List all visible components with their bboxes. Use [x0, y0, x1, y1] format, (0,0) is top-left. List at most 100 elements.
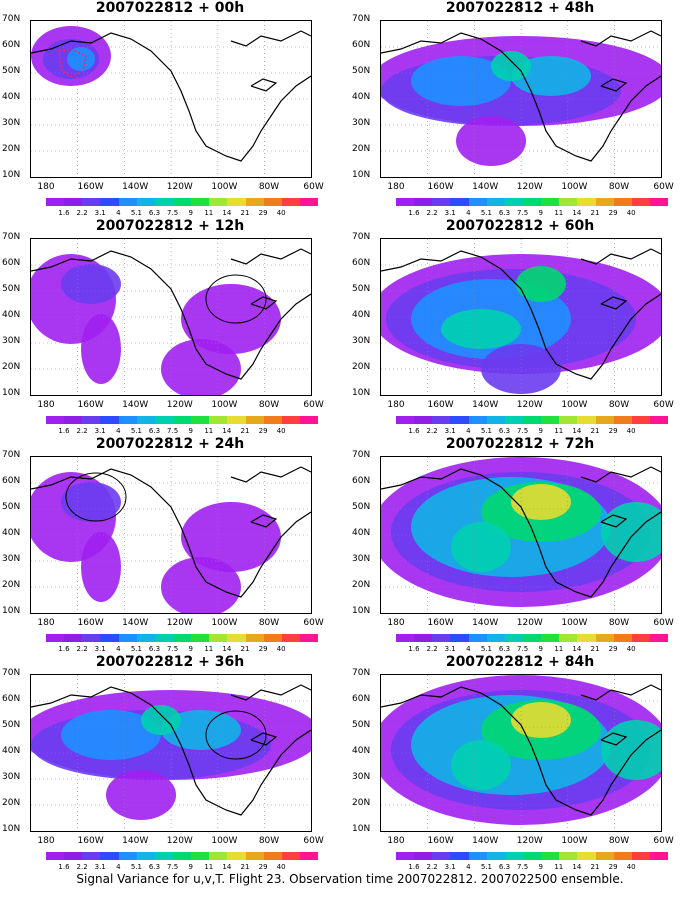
- colorbar-swatch: [154, 416, 173, 424]
- colorbar-swatch: [631, 416, 650, 424]
- map-panel: 2007022812 + 12h 70N 60N 50N 40N 30N 20N 10N 180…: [0, 218, 340, 438]
- colorbar-swatch: [559, 852, 578, 860]
- colorbar-label: 21: [240, 209, 250, 217]
- colorbar-swatch: [64, 416, 83, 424]
- lon-label: 100W: [211, 400, 238, 410]
- colorbar-swatch: [649, 416, 669, 424]
- colorbar-label: 1.6: [58, 427, 70, 435]
- colorbar-swatch: [541, 634, 560, 642]
- colorbar-swatch: [396, 416, 415, 424]
- lat-label: 50N: [352, 720, 371, 730]
- coastline: [600, 732, 628, 746]
- lon-label: 60W: [303, 400, 324, 410]
- variance-contour: [511, 484, 571, 520]
- colorbar-label: 21: [590, 645, 600, 653]
- lat-label: 10N: [352, 824, 371, 834]
- colorbar-label: 9: [538, 427, 543, 435]
- colorbar-swatch: [82, 852, 101, 860]
- colorbar-swatch: [577, 634, 596, 642]
- colorbar-swatch: [100, 416, 119, 424]
- colorbar-label: 5.1: [480, 863, 492, 871]
- variance-contour: [511, 702, 571, 738]
- coastline: [230, 466, 311, 483]
- colorbar-label: 29: [608, 427, 618, 435]
- colorbar-label: 11: [554, 863, 564, 871]
- colorbar-swatch: [486, 634, 505, 642]
- lat-label: 10N: [2, 388, 21, 398]
- coastline: [580, 30, 661, 47]
- lat-label: 40N: [352, 310, 371, 320]
- lon-label: 160W: [427, 836, 454, 846]
- colorbar-label: 9: [188, 427, 193, 435]
- colorbar-swatch: [299, 634, 319, 642]
- lat-label: 30N: [2, 772, 21, 782]
- colorbar-label: 29: [608, 209, 618, 217]
- colorbar-label: 4: [116, 645, 121, 653]
- colorbar-swatch: [154, 198, 173, 206]
- lat-label: 70N: [352, 14, 371, 24]
- colorbar-swatch: [468, 416, 487, 424]
- lon-label: 100W: [561, 182, 588, 192]
- colorbar-label: 29: [258, 209, 268, 217]
- lon-label: 180: [387, 182, 405, 192]
- contour-map-svg: [31, 457, 311, 613]
- lon-label: 80W: [258, 400, 280, 410]
- colorbar-label: 21: [590, 427, 600, 435]
- lat-label: 50N: [2, 284, 21, 294]
- panel-title: 2007022812 + 48h: [445, 0, 595, 16]
- colorbar-swatch: [191, 852, 210, 860]
- lat-label: 10N: [2, 824, 21, 834]
- coastline: [31, 32, 311, 162]
- colorbar-label: 4: [116, 427, 121, 435]
- lat-label: 10N: [352, 606, 371, 616]
- colorbar-label: 7.5: [517, 645, 529, 653]
- variance-contour: [441, 309, 521, 349]
- figure-caption: Signal Variance for u,v,T. Flight 23. Ob…: [76, 872, 624, 886]
- colorbar-label: 11: [204, 209, 214, 217]
- lat-label: 10N: [2, 606, 21, 616]
- lat-label: 60N: [2, 476, 21, 486]
- colorbar-swatch: [595, 852, 614, 860]
- coastline: [31, 686, 311, 816]
- colorbar: [396, 198, 669, 206]
- colorbar-label: 3.1: [94, 645, 106, 653]
- colorbar-swatch: [299, 852, 319, 860]
- colorbar-label: 29: [258, 645, 268, 653]
- lon-label: 100W: [561, 400, 588, 410]
- lat-label: 50N: [2, 720, 21, 730]
- colorbar-label: 11: [204, 645, 214, 653]
- map-area: [380, 456, 662, 614]
- colorbar-label: 4: [466, 427, 471, 435]
- colorbar-label: 2.2: [76, 863, 88, 871]
- colorbar-label: 7.5: [167, 863, 179, 871]
- colorbar-label: 14: [572, 645, 582, 653]
- lon-label: 160W: [77, 836, 104, 846]
- colorbar-label: 7.5: [517, 863, 529, 871]
- colorbar-swatch: [46, 852, 65, 860]
- colorbar-swatch: [595, 416, 614, 424]
- colorbar-label: 6.3: [498, 645, 511, 653]
- lat-label: 60N: [2, 694, 21, 704]
- lon-label: 80W: [608, 836, 630, 846]
- colorbar-swatch: [504, 634, 523, 642]
- colorbar-swatch: [649, 852, 669, 860]
- coastline: [250, 732, 278, 746]
- lat-label: 20N: [352, 580, 371, 590]
- target-circle: [65, 472, 127, 522]
- colorbar-swatch: [450, 198, 469, 206]
- colorbar-swatch: [281, 416, 300, 424]
- map-panel: 2007022812 + 36h 70N 60N 50N 40N 30N 20N 10N 180…: [0, 654, 340, 874]
- colorbar-swatch: [100, 198, 119, 206]
- coastline: [230, 684, 311, 701]
- colorbar-label: 6.3: [498, 427, 511, 435]
- coastline: [600, 296, 628, 310]
- colorbar-label: 21: [590, 863, 600, 871]
- colorbar-swatch: [486, 416, 505, 424]
- lon-label: 140W: [472, 400, 499, 410]
- colorbar-label: 11: [204, 427, 214, 435]
- variance-contour: [61, 710, 161, 760]
- map-area: [30, 20, 312, 178]
- colorbar-swatch: [595, 634, 614, 642]
- colorbar-swatch: [522, 198, 542, 206]
- colorbar-label: 2.2: [426, 863, 438, 871]
